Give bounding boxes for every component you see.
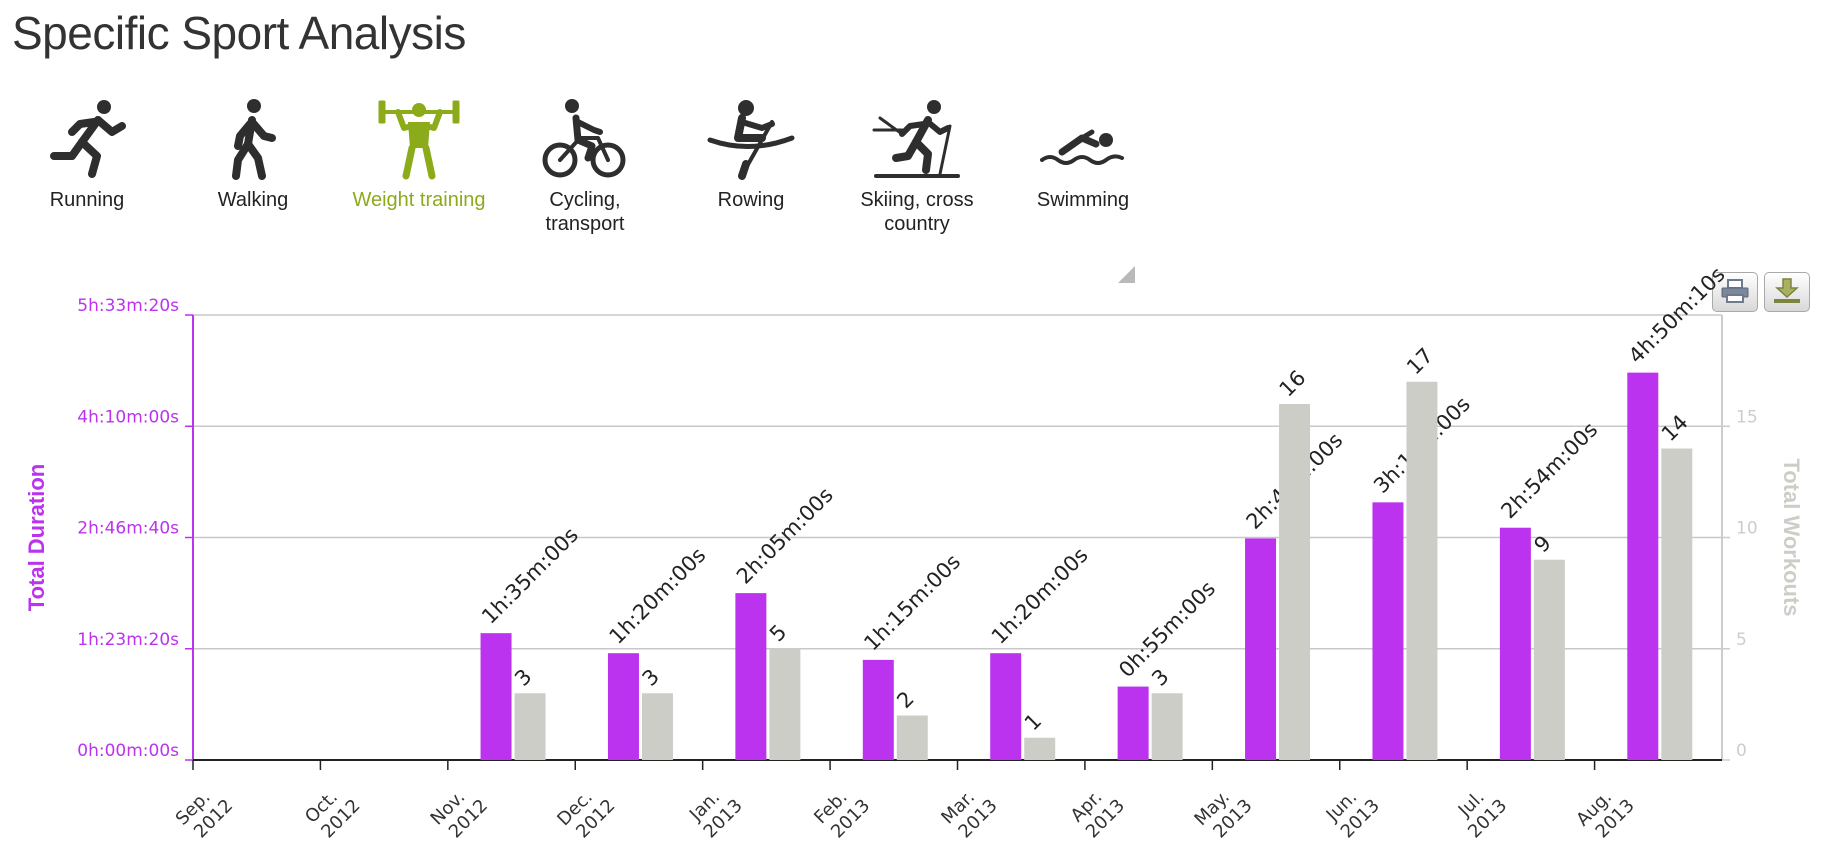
sport-label: Cycling, transport bbox=[500, 188, 670, 236]
duration-bar bbox=[608, 653, 639, 760]
x-tick-label: Sep.2012 bbox=[172, 780, 238, 846]
duration-data-label: 0h:55m:00s bbox=[1114, 576, 1220, 682]
sport-label: Rowing bbox=[666, 188, 836, 212]
duration-data-label: 1h:35m:00s bbox=[477, 523, 583, 629]
cycling-icon bbox=[540, 98, 630, 180]
workouts-bar bbox=[897, 716, 928, 761]
workouts-bar bbox=[1534, 560, 1565, 760]
duration-data-label: 1h:15m:00s bbox=[859, 550, 965, 656]
workouts-bar bbox=[1152, 693, 1183, 760]
weight-training-icon bbox=[374, 98, 464, 180]
skiing-icon bbox=[872, 98, 962, 180]
chart: 0h:00m:00s 1h:23m:20s 2h:46m:40s 4h:10m:00s… bbox=[0, 268, 1848, 864]
duration-bar bbox=[481, 633, 512, 760]
x-tick-label: Aug.2013 bbox=[1572, 780, 1638, 846]
duration-bar bbox=[1500, 528, 1531, 760]
sport-running[interactable]: Running bbox=[2, 98, 172, 212]
x-tick-label: Apr.2013 bbox=[1066, 780, 1129, 843]
x-tick-label: Jul.2013 bbox=[1449, 780, 1512, 843]
workouts-data-label: 3 bbox=[510, 664, 536, 690]
y-left-tick-label: 2h:46m:40s bbox=[77, 519, 179, 539]
workouts-bar bbox=[769, 649, 800, 760]
x-tick-label: Oct.2012 bbox=[301, 780, 365, 844]
x-tick-label: Dec.2012 bbox=[553, 780, 619, 846]
duration-data-label: 1h:20m:00s bbox=[605, 543, 711, 649]
duration-bar bbox=[990, 653, 1021, 760]
sport-label: Running bbox=[2, 188, 172, 212]
sport-walking[interactable]: Walking bbox=[168, 98, 338, 212]
workouts-bar bbox=[1024, 738, 1055, 760]
workouts-data-label: 3 bbox=[1147, 664, 1173, 690]
duration-data-label: 2h:05m:00s bbox=[732, 483, 838, 589]
walking-icon bbox=[208, 98, 298, 180]
sport-rowing[interactable]: Rowing bbox=[666, 98, 836, 212]
duration-bar bbox=[1245, 538, 1276, 760]
workouts-data-label: 17 bbox=[1402, 343, 1438, 379]
y-left-tick-label: 4h:10m:00s bbox=[77, 407, 179, 427]
workouts-bar bbox=[1661, 449, 1692, 761]
duration-data-label: 2h:54m:00s bbox=[1496, 417, 1602, 523]
y-left-axis-title: Total Duration bbox=[24, 464, 49, 611]
y-left-tick-label: 0h:00m:00s bbox=[77, 741, 179, 761]
workouts-data-label: 9 bbox=[1529, 531, 1555, 557]
sport-swimming[interactable]: Swimming bbox=[998, 98, 1168, 212]
duration-bar bbox=[1627, 373, 1658, 760]
duration-bar bbox=[863, 660, 894, 760]
workouts-data-label: 16 bbox=[1275, 366, 1311, 402]
duration-bar bbox=[1372, 502, 1403, 760]
sport-label: Skiing, cross country bbox=[832, 188, 1002, 236]
x-tick-label: May.2013 bbox=[1190, 780, 1256, 846]
workouts-data-label: 2 bbox=[892, 687, 918, 713]
y-right-tick-label: 0 bbox=[1736, 741, 1747, 761]
x-tick-label: Jan.2013 bbox=[684, 780, 747, 843]
sport-cycling[interactable]: Cycling, transport bbox=[500, 98, 670, 236]
swimming-icon bbox=[1038, 98, 1128, 180]
y-left-tick-label: 5h:33m:20s bbox=[77, 296, 179, 316]
sport-label: Swimming bbox=[998, 188, 1168, 212]
sport-skiing[interactable]: Skiing, cross country bbox=[832, 98, 1002, 236]
workouts-bar bbox=[515, 693, 546, 760]
x-tick-label: Mar.2013 bbox=[937, 780, 1001, 844]
x-tick-label: Feb.2013 bbox=[810, 780, 874, 844]
x-tick-label: Nov.2012 bbox=[427, 780, 492, 845]
workouts-data-label: 14 bbox=[1657, 410, 1693, 446]
workouts-data-label: 3 bbox=[638, 664, 664, 690]
y-right-tick-label: 5 bbox=[1736, 630, 1747, 650]
workouts-data-label: 1 bbox=[1020, 709, 1046, 735]
running-icon bbox=[42, 98, 132, 180]
sport-label: Weight training bbox=[334, 188, 504, 212]
workouts-bar bbox=[642, 693, 673, 760]
workouts-bar bbox=[1279, 404, 1310, 760]
rowing-icon bbox=[706, 98, 796, 180]
y-right-axis-title: Total Workouts bbox=[1779, 458, 1804, 616]
x-tick-label: Jun.2013 bbox=[1321, 780, 1384, 843]
workouts-data-label: 5 bbox=[765, 620, 791, 646]
y-right-tick-label: 10 bbox=[1736, 519, 1758, 539]
duration-bar bbox=[735, 593, 766, 760]
workouts-bar bbox=[1406, 382, 1437, 760]
sport-label: Walking bbox=[168, 188, 338, 212]
duration-data-label: 1h:20m:00s bbox=[987, 543, 1093, 649]
y-right-tick-label: 15 bbox=[1736, 407, 1758, 427]
duration-bar bbox=[1118, 687, 1149, 760]
sport-weight-training[interactable]: Weight training bbox=[334, 98, 504, 212]
y-left-tick-label: 1h:23m:20s bbox=[77, 630, 179, 650]
duration-data-label: 4h:50m:10s bbox=[1624, 268, 1730, 368]
sport-selector: Running Walking bbox=[0, 98, 1200, 258]
page-title: Specific Sport Analysis bbox=[12, 6, 466, 60]
